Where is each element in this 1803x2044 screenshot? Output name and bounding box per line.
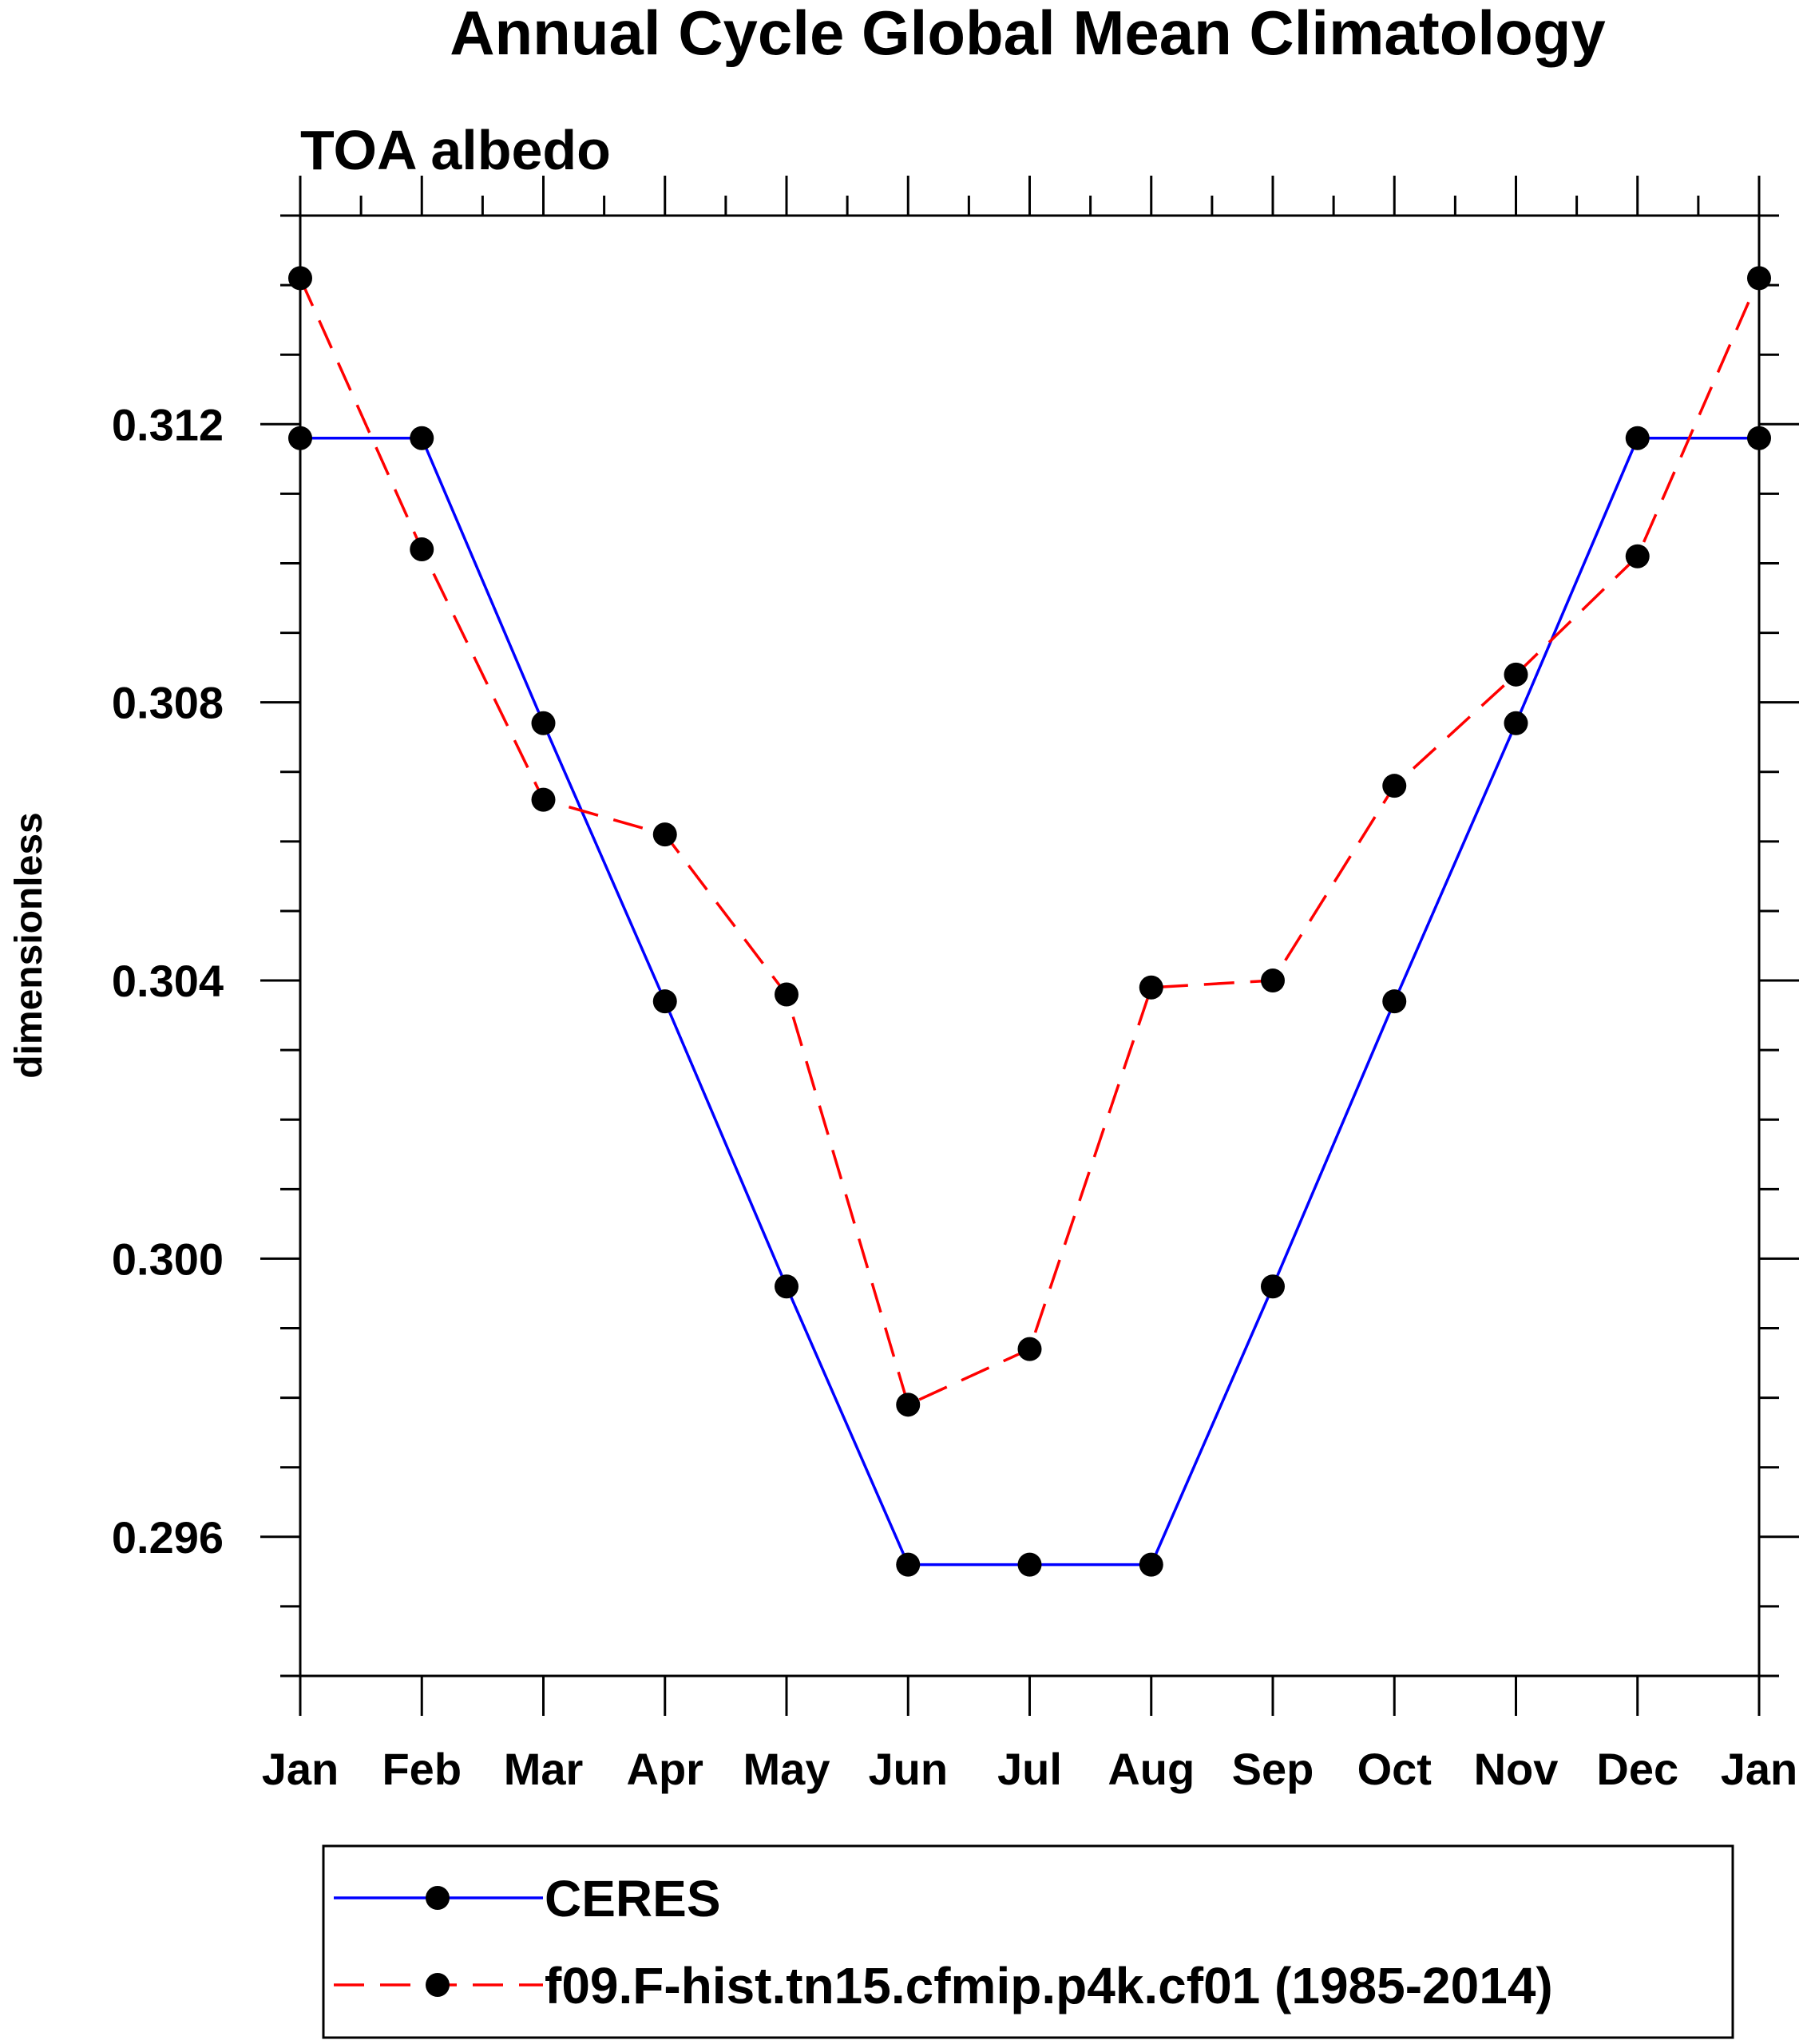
data-point-1 xyxy=(531,787,556,812)
y-tick-label: 0.300 xyxy=(112,1234,224,1284)
legend-marker-model xyxy=(426,1973,450,1997)
data-point-0 xyxy=(1747,426,1771,450)
y-axis-label: dimensionless xyxy=(8,812,50,1078)
y-tick-labels: 0.296 0.300 0.304 0.308 0.312 xyxy=(112,399,224,1563)
chart-title: Annual Cycle Global Mean Climatology xyxy=(450,0,1606,68)
data-point-0 xyxy=(652,989,677,1014)
x-tick-label: Nov xyxy=(1474,1744,1559,1794)
data-point-0 xyxy=(1625,426,1650,450)
data-point-0 xyxy=(1261,1274,1285,1299)
data-point-0 xyxy=(531,711,556,735)
data-point-1 xyxy=(410,537,434,562)
data-point-1 xyxy=(1625,544,1650,568)
data-point-0 xyxy=(1017,1552,1042,1577)
data-point-1 xyxy=(1017,1337,1042,1361)
x-tick-label: Oct xyxy=(1357,1744,1432,1794)
plot-frame xyxy=(299,214,1761,1678)
x-tick-label: Aug xyxy=(1108,1744,1195,1794)
data-point-1 xyxy=(1382,774,1407,798)
y-tick-label: 0.296 xyxy=(112,1512,224,1563)
x-tick-label: Feb xyxy=(382,1744,462,1794)
x-tick-label: Jan xyxy=(262,1744,339,1794)
data-point-0 xyxy=(288,426,312,450)
data-point-0 xyxy=(410,426,434,450)
data-point-1 xyxy=(896,1392,921,1417)
data-point-0 xyxy=(1139,1552,1163,1577)
x-tick-label: May xyxy=(743,1744,830,1794)
x-tick-label: Dec xyxy=(1596,1744,1678,1794)
data-point-1 xyxy=(775,982,798,1007)
x-tick-label: Sep xyxy=(1232,1744,1314,1794)
y-tick-label: 0.312 xyxy=(112,399,224,450)
legend-label-model: f09.F-hist.tn15.cfmip.p4k.cf01 (1985-201… xyxy=(545,1957,1553,2014)
legend: CERES f09.F-hist.tn15.cfmip.p4k.cf01 (19… xyxy=(322,1844,1734,2039)
x-tick-label: Jun xyxy=(868,1744,948,1794)
data-point-1 xyxy=(1139,975,1163,1000)
x-tick-label: Apr xyxy=(627,1744,703,1794)
y-tick-label: 0.308 xyxy=(112,678,224,728)
data-point-1 xyxy=(1747,266,1771,291)
series-line-0 xyxy=(300,436,1759,1567)
data-point-1 xyxy=(652,822,677,847)
chart-subtitle: TOA albedo xyxy=(300,119,611,181)
data-point-0 xyxy=(1504,711,1528,735)
x-tick-labels: Jan Feb Mar Apr May Jun Jul Aug Sep Oct Nov Dec Jan xyxy=(262,1744,1798,1794)
series-line-1 xyxy=(299,277,1761,1407)
y-tick-label: 0.304 xyxy=(112,956,224,1006)
series-layer xyxy=(288,266,1771,1577)
data-point-1 xyxy=(1504,662,1528,687)
x-tick-label: Jul xyxy=(997,1744,1062,1794)
x-tick-label: Jan xyxy=(1721,1744,1798,1794)
data-point-0 xyxy=(896,1552,921,1577)
data-point-1 xyxy=(1261,969,1285,993)
x-tick-label: Mar xyxy=(504,1744,584,1794)
axis-ticks xyxy=(260,176,1799,1716)
legend-label-ceres: CERES xyxy=(545,1870,721,1927)
data-point-1 xyxy=(288,266,312,291)
data-point-0 xyxy=(1382,989,1407,1014)
legend-box xyxy=(322,1844,1734,2039)
legend-marker-ceres xyxy=(426,1886,450,1910)
data-point-0 xyxy=(775,1274,798,1299)
